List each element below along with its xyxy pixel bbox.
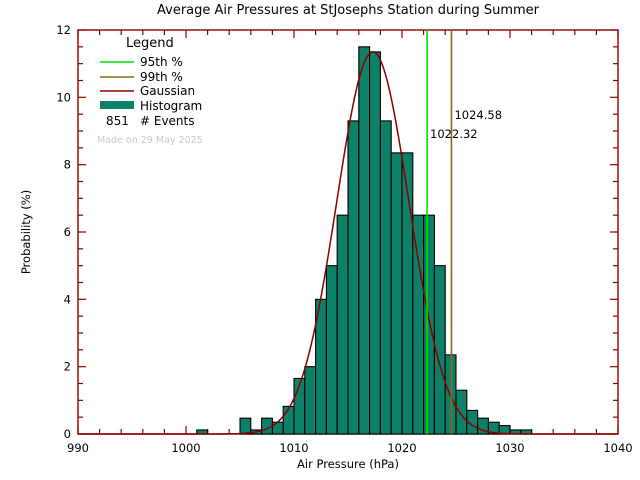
histogram-bar: [304, 366, 317, 435]
legend-label-gaussian: Gaussian: [140, 84, 195, 98]
events-count-label: # Events: [140, 114, 195, 128]
histogram-bar: [369, 51, 381, 435]
histogram-bar: [325, 265, 338, 435]
histogram-bar: [412, 214, 425, 435]
legend-label-95th: 95th %: [140, 55, 183, 69]
histogram-bar: [282, 405, 295, 435]
x-tick-label: 990: [67, 441, 89, 455]
legend: Legend 95th % 99th % Gaussian Histogram …: [97, 36, 203, 146]
x-axis-label: Air Pressure (hPa): [297, 457, 399, 471]
legend-label-histogram: Histogram: [140, 99, 202, 113]
y-tick-label: 8: [64, 158, 71, 172]
legend-title: Legend: [126, 36, 174, 51]
legend-entry-95th[interactable]: 95th %: [100, 55, 183, 69]
x-tick-labels: 990 1000 1010 1020 1030 1040: [67, 441, 633, 455]
chart-title: Average Air Pressures at StJosephs Stati…: [157, 3, 540, 18]
x-tick-label: 1040: [603, 441, 632, 455]
y-tick-label: 10: [56, 90, 71, 104]
histogram-bar: [423, 214, 435, 435]
legend-swatch-histogram: [100, 101, 134, 109]
y-tick-label: 12: [56, 23, 71, 37]
histogram-bar: [358, 46, 371, 435]
histogram-bar: [455, 389, 468, 435]
x-tick-label: 1000: [171, 441, 200, 455]
x-tick-label: 1020: [387, 441, 416, 455]
legend-entry-99th[interactable]: 99th %: [100, 70, 183, 84]
histogram-bar: [379, 120, 392, 435]
histogram-bar: [347, 120, 360, 435]
gaussian-curve: [78, 51, 618, 435]
made-on-footnote: Made on 29 May 2025: [97, 135, 203, 146]
x-tick-label: 1030: [495, 441, 524, 455]
percentile-99-label: 1024.58: [454, 108, 502, 122]
histogram-bar: [433, 265, 446, 435]
legend-label-99th: 99th %: [140, 70, 183, 84]
y-tick-label: 0: [64, 427, 71, 441]
y-tick-labels: 0 2 4 6 8 10 12: [56, 23, 71, 441]
histogram-bar: [390, 152, 403, 435]
x-tick-label: 1010: [279, 441, 308, 455]
y-tick-label: 4: [64, 292, 71, 306]
y-axis-label: Probability (%): [19, 190, 33, 274]
histogram-bar: [239, 417, 252, 435]
histogram-bars: [196, 46, 533, 435]
percentile-95-label: 1022.32: [430, 127, 478, 141]
events-count-value: 851: [106, 114, 129, 128]
y-tick-label: 6: [64, 225, 71, 239]
legend-entry-histogram[interactable]: Histogram: [100, 99, 202, 113]
histogram-bar: [336, 214, 349, 435]
legend-entry-gaussian[interactable]: Gaussian: [100, 84, 195, 98]
y-tick-label: 2: [64, 360, 71, 374]
